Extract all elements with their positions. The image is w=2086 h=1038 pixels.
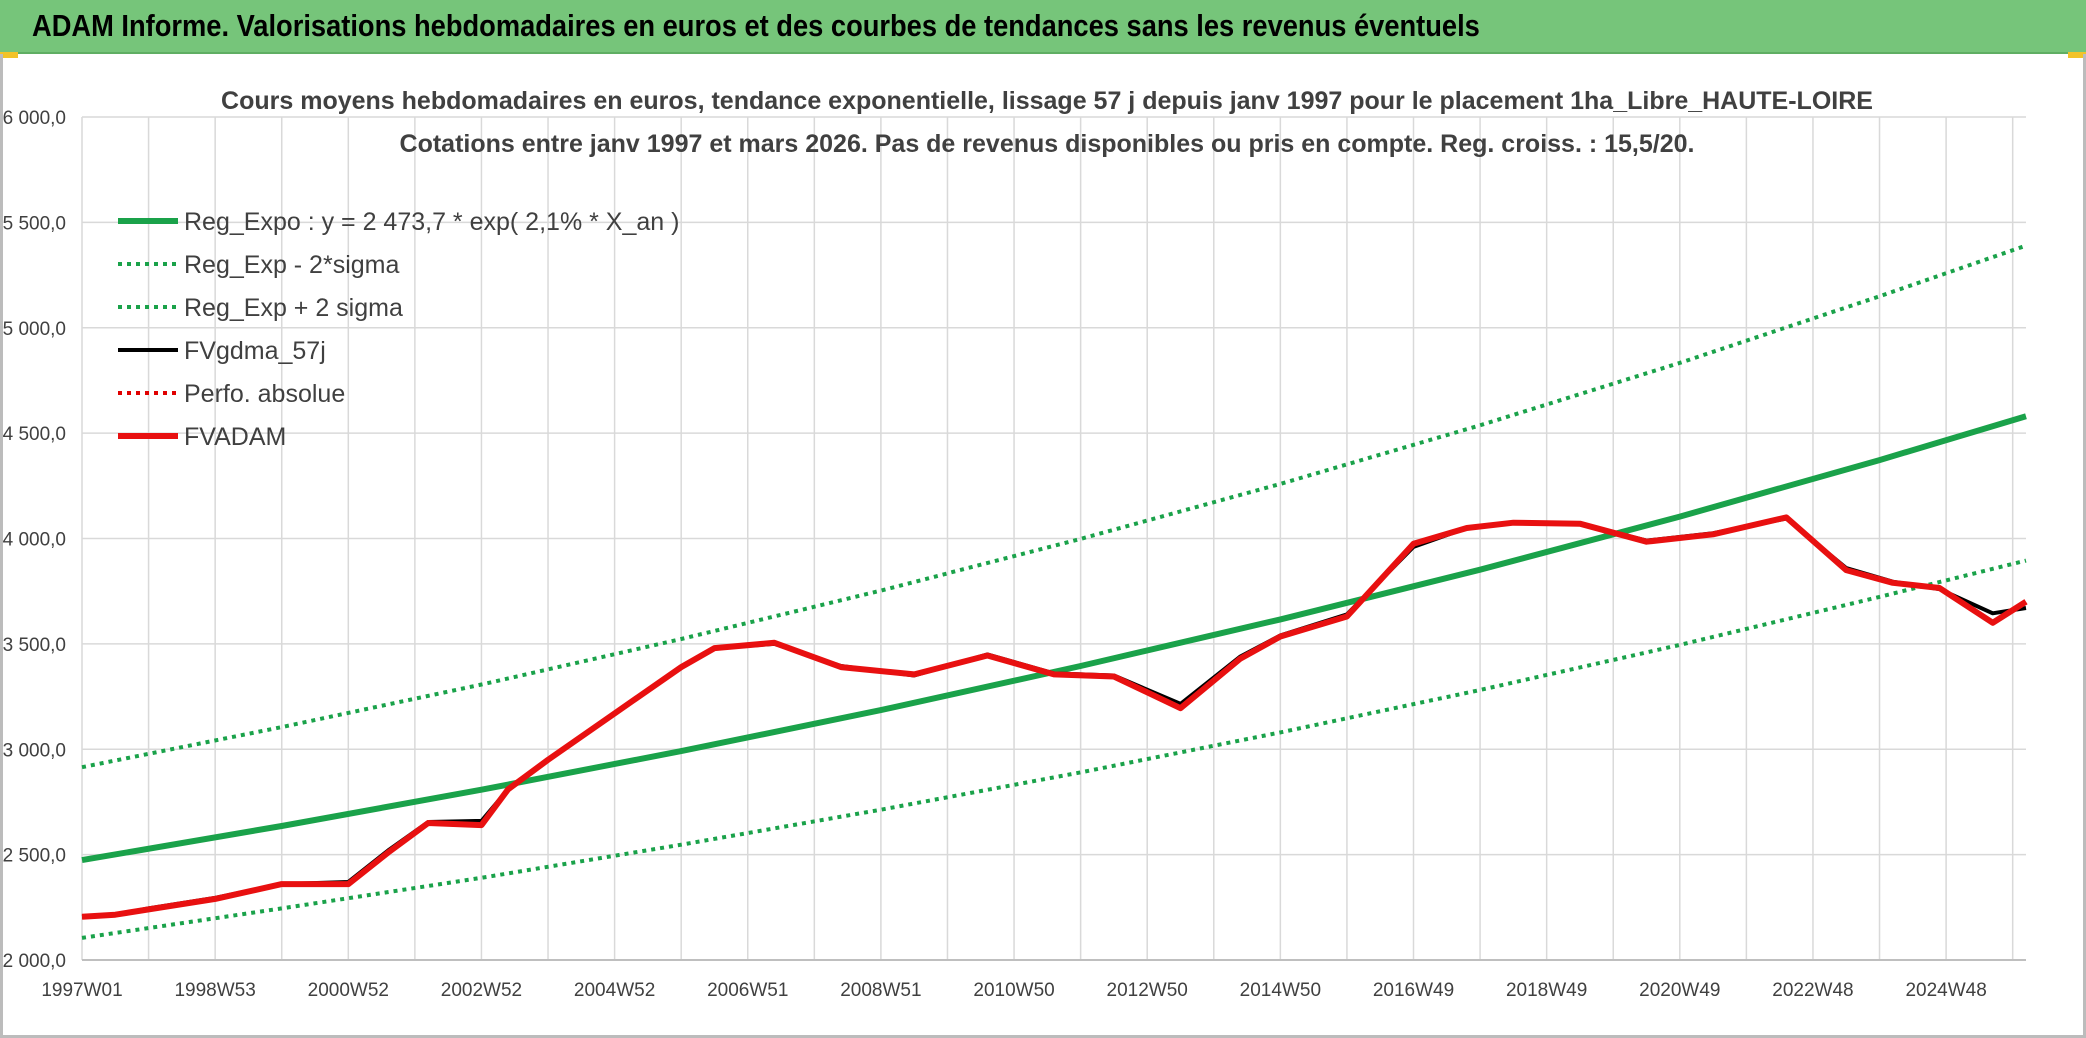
- grid-lines: [81, 116, 2026, 961]
- y-tick-label: 2 000,0: [3, 951, 66, 972]
- legend-label: FVADAM: [184, 423, 286, 451]
- x-tick-label: 2018W49: [1506, 980, 1587, 1001]
- y-tick-label: 3 000,0: [3, 740, 66, 761]
- series-lines: [81, 243, 2028, 940]
- corner-marker-left: [0, 52, 18, 58]
- y-tick-label: 4 500,0: [3, 424, 66, 445]
- report-title: ADAM Informe. Valorisations hebdomadaire…: [32, 8, 1480, 43]
- chart-frame: [0, 54, 2086, 1038]
- series-line-1: [81, 558, 2027, 940]
- series-line-5: [81, 514, 2028, 920]
- y-tick-label: 6 000,0: [3, 108, 66, 129]
- legend-label: Perfo. absolue: [184, 380, 345, 408]
- series-line-0: [81, 413, 2027, 864]
- x-tick-label: 2014W50: [1240, 980, 1321, 1001]
- y-tick-label: 5 500,0: [3, 213, 66, 234]
- report-header: ADAM Informe. Valorisations hebdomadaire…: [0, 0, 2086, 54]
- x-tick-label: 2008W51: [840, 980, 921, 1001]
- chart-title-line-2: Cotations entre janv 1997 et mars 2026. …: [400, 130, 1695, 158]
- x-tick-label: 2024W48: [1905, 980, 1986, 1001]
- legend-label: Reg_Expo : y = 2 473,7 * exp( 2,1% * X_a…: [184, 208, 679, 236]
- series-line-3: [81, 516, 2027, 919]
- x-axis-ticks: 1997W01 1998W53 2000W52 2002W52 2004W52 2006W…: [41, 980, 1986, 1001]
- legend: Reg_Expo : y = 2 473,7 * exp( 2,1% * X_a…: [118, 208, 679, 451]
- chart-title: Cours moyens hebdomadaires en euros, ten…: [221, 87, 1873, 158]
- chart-title-line-1: Cours moyens hebdomadaires en euros, ten…: [221, 87, 1873, 115]
- x-tick-label: 2002W52: [441, 980, 522, 1001]
- y-tick-label: 2 500,0: [3, 846, 66, 867]
- x-tick-label: 2022W48: [1772, 980, 1853, 1001]
- y-tick-label: 5 000,0: [3, 319, 66, 340]
- x-tick-label: 2012W50: [1107, 980, 1188, 1001]
- corner-marker-right: [2068, 52, 2086, 58]
- series-line-2: [81, 243, 2027, 770]
- legend-label: FVgdma_57j: [184, 337, 326, 365]
- x-tick-label: 2006W51: [707, 980, 788, 1001]
- x-tick-label: 2016W49: [1373, 980, 1454, 1001]
- x-tick-label: 2010W50: [973, 980, 1054, 1001]
- x-tick-label: 2000W52: [308, 980, 389, 1001]
- x-tick-label: 1997W01: [41, 980, 122, 1001]
- y-tick-label: 4 000,0: [3, 530, 66, 551]
- y-axis-ticks: 2 000,0 2 500,0 3 000,0 3 500,0 4 000,0 4 500…: [3, 108, 66, 972]
- y-tick-label: 3 500,0: [3, 635, 66, 656]
- x-tick-label: 2004W52: [574, 980, 655, 1001]
- x-tick-label: 2020W49: [1639, 980, 1720, 1001]
- x-tick-label: 1998W53: [174, 980, 255, 1001]
- legend-label: Reg_Exp + 2 sigma: [184, 294, 403, 322]
- legend-label: Reg_Exp - 2*sigma: [184, 251, 399, 279]
